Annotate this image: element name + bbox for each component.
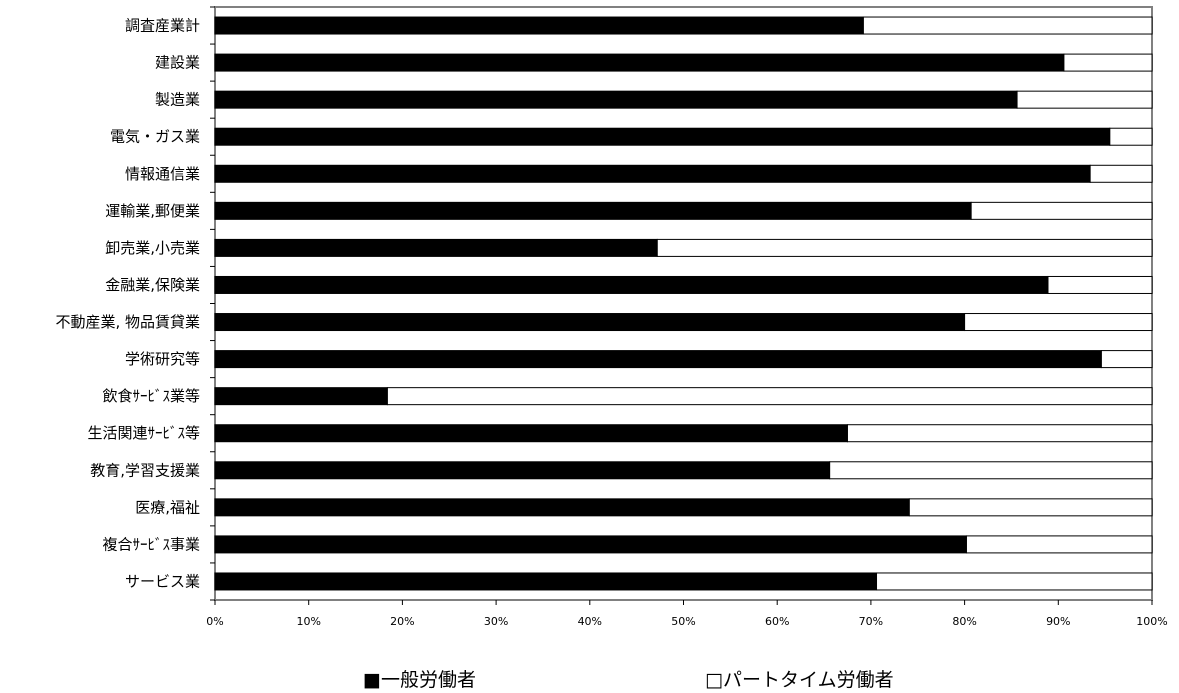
bar-segment-parttime <box>1047 275 1153 294</box>
bar-segment-parttime <box>656 238 1153 257</box>
legend-marker: □ <box>705 669 723 691</box>
x-tick-label: 50% <box>671 615 695 628</box>
bar-segment-general <box>214 498 910 517</box>
legend-marker: ■ <box>363 669 381 691</box>
category-label: 飲食ｻｰﾋﾞｽ業等 <box>102 387 200 405</box>
category-label: 金融業,保険業 <box>105 276 200 294</box>
bar-segment-parttime <box>876 572 1153 591</box>
bar-segment-parttime <box>1063 53 1153 72</box>
x-tick-label: 90% <box>1046 615 1070 628</box>
x-tick-label: 100% <box>1136 615 1167 628</box>
legend-item-general: ■一般労働者 <box>363 669 476 691</box>
bar-segment-general <box>214 424 848 443</box>
category-label: 製造業 <box>155 91 200 109</box>
bar-segment-general <box>214 164 1091 183</box>
bar-segment-general <box>214 313 966 332</box>
bar-segment-general <box>214 16 864 35</box>
category-label: 建設業 <box>155 54 200 72</box>
bar-segment-parttime <box>1100 350 1153 369</box>
bar-segment-general <box>214 238 658 257</box>
bar-segment-general <box>214 572 878 591</box>
category-label: 学術研究等 <box>125 350 200 368</box>
bar-segment-parttime <box>965 535 1153 554</box>
category-label: 情報通信業 <box>125 165 200 183</box>
category-label: 医療,福祉 <box>135 498 200 516</box>
category-axis-labels: 調査産業計建設業製造業電気・ガス業情報通信業運輸業,郵便業卸売業,小売業金融業,… <box>55 17 200 591</box>
bar-segment-parttime <box>1109 127 1153 146</box>
x-axis-ticks: 0% 10% 20% 30% 40% 50% 60% 70% 80% 90% 100% <box>206 600 1168 628</box>
x-tick-label: 70% <box>859 615 883 628</box>
bar-segment-parttime <box>386 387 1153 406</box>
legend-label: パートタイム労働者 <box>723 669 894 691</box>
category-label: 調査産業計 <box>125 17 200 35</box>
legend-label: 一般労働者 <box>381 669 476 691</box>
bar-segment-general <box>214 535 967 554</box>
bar-segment-parttime <box>1089 164 1153 183</box>
bar-segment-parttime <box>829 461 1153 480</box>
category-label: サービス業 <box>125 572 200 590</box>
category-label: 卸売業,小売業 <box>105 239 200 257</box>
category-label: 複合ｻｰﾋﾞｽ事業 <box>102 535 200 553</box>
category-label: 不動産業, 物品賃貸業 <box>55 313 200 331</box>
bar-segment-parttime <box>846 424 1153 443</box>
category-label: 電気・ガス業 <box>110 128 200 146</box>
bar-segment-parttime <box>1016 90 1153 109</box>
x-tick-label: 10% <box>296 615 320 628</box>
bar-segment-parttime <box>964 313 1153 332</box>
legend: ■一般労働者 □パートタイム労働者 <box>363 669 894 691</box>
legend-item-parttime: □パートタイム労働者 <box>705 669 894 691</box>
bars <box>214 16 1153 591</box>
x-tick-label: 20% <box>390 615 414 628</box>
x-tick-label: 30% <box>484 615 508 628</box>
bar-segment-general <box>214 53 1065 72</box>
bar-segment-parttime <box>908 498 1153 517</box>
bar-segment-general <box>214 350 1102 369</box>
x-tick-label: 80% <box>952 615 976 628</box>
category-label: 教育,学習支援業 <box>90 461 200 479</box>
bar-segment-general <box>214 201 972 220</box>
x-tick-label: 40% <box>578 615 602 628</box>
x-tick-label: 0% <box>206 615 223 628</box>
category-label: 運輸業,郵便業 <box>105 202 200 220</box>
bar-segment-parttime <box>862 16 1153 35</box>
bar-segment-general <box>214 275 1049 294</box>
bar-segment-general <box>214 90 1018 109</box>
bar-segment-general <box>214 127 1111 146</box>
category-label: 生活関連ｻｰﾋﾞｽ等 <box>87 424 200 442</box>
x-tick-label: 60% <box>765 615 789 628</box>
bar-segment-general <box>214 461 831 480</box>
bar-segment-parttime <box>970 201 1153 220</box>
bar-segment-general <box>214 387 388 406</box>
